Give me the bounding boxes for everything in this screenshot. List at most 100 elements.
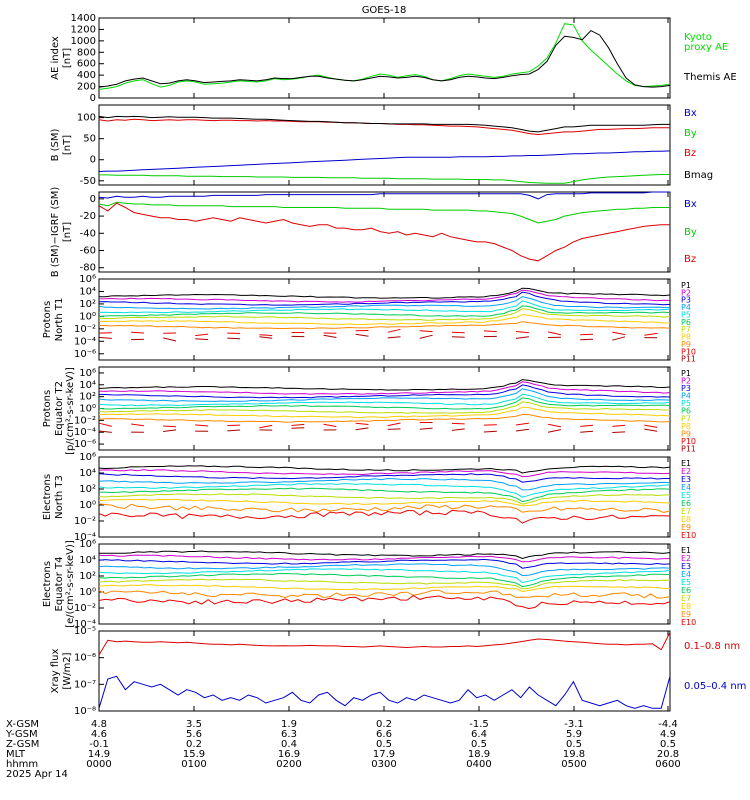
panel-bsm: -50 0 50 100 B (SM) [nT] Bx By Bz Bmag: [50, 104, 713, 187]
channel-label: P2: [681, 288, 691, 297]
channel-p11: [163, 337, 177, 342]
y-tick-label: 10²: [79, 299, 96, 310]
channel-p10: [131, 423, 144, 427]
channel-label: E4: [681, 483, 691, 492]
y-axis-label: Electrons: [42, 474, 53, 520]
channel-label: P10: [681, 437, 696, 446]
channel-p11: [355, 427, 369, 431]
x-row-value: 3.5: [186, 719, 202, 730]
channel-label: E6: [681, 499, 691, 508]
x-row-value: 4.8: [91, 719, 107, 730]
channel-label: E6: [681, 586, 691, 595]
channel-e8: [98, 584, 670, 593]
channel-p11: [612, 336, 626, 341]
series-kyoto-proxy-ae: [98, 23, 671, 90]
x-row-value: -3.1: [564, 719, 584, 730]
channel-label: P9: [681, 340, 691, 349]
channel-e10: [98, 509, 671, 524]
x-row-value: 0500: [561, 759, 586, 770]
y-tick-label: 0: [90, 155, 96, 166]
channel-p8: [98, 314, 670, 326]
channel-p9: [98, 413, 671, 423]
series-label: By: [684, 227, 697, 238]
flux-unit-label: [e/(cm²-s-sr-keV)]: [65, 540, 76, 628]
channel-p10: [515, 422, 529, 426]
channel-p10: [547, 331, 562, 336]
y-tick-label: 10⁻⁴: [74, 532, 96, 543]
x-row-value: 0.5: [566, 739, 582, 750]
y-tick-label: 1000: [71, 36, 96, 47]
channel-e1: [98, 550, 671, 560]
channel-p10: [195, 333, 209, 337]
x-row-label: Y-GSM: [5, 729, 38, 740]
channel-p11: [483, 430, 497, 433]
series-label: Bmag: [684, 170, 713, 181]
series-label: Themis AE: [683, 72, 737, 83]
y-tick-label: 10⁻²: [74, 516, 96, 527]
series-0-1-0-8-nm: [98, 632, 671, 656]
figure-title: GOES-18: [362, 5, 407, 16]
channel-p11: [451, 428, 465, 431]
channel-label: E8: [681, 515, 691, 524]
channel-label: E9: [681, 523, 691, 532]
channel-p2: [98, 381, 671, 395]
y-axis-label: Equator T2: [54, 381, 65, 436]
channel-p10: [195, 424, 209, 427]
y-tick-label: 200: [77, 82, 96, 93]
y-axis-label: [nT]: [62, 135, 73, 155]
channel-p11: [227, 429, 241, 432]
panel-bigrf: -80 -60 -40 -20 0 B (SM)−IGRF (SM) [nT] Bx By Bz: [50, 187, 697, 278]
date-label: 2025 Apr 14: [6, 769, 68, 780]
y-tick-label: 10²: [79, 392, 96, 403]
series-bx: [98, 191, 670, 200]
x-row-value: 0.5: [471, 739, 487, 750]
channel-e7: [98, 578, 671, 590]
channel-p5: [98, 393, 671, 407]
y-tick-label: 10⁰: [79, 311, 96, 322]
x-row-label: Z-GSM: [6, 739, 39, 750]
y-tick-label: 100: [77, 113, 96, 124]
y-axis-label: North T3: [54, 475, 65, 519]
y-tick-label: 0: [90, 194, 96, 205]
series-by: [98, 201, 670, 224]
channel-label: P8: [681, 333, 691, 342]
series-label: Kyoto: [684, 32, 712, 43]
series-0-05-0-4-nm: [98, 675, 671, 709]
unit-labels: [p/(cm²-s-sr-keV)] [e/(cm²-s-sr-keV)]: [65, 367, 76, 628]
y-axis-label: B (SM): [50, 128, 61, 161]
channel-label: E7: [681, 507, 691, 516]
y-tick-label: 10⁻⁶: [74, 653, 96, 664]
x-row-value: 0100: [181, 759, 206, 770]
y-tick-label: -80: [80, 263, 96, 274]
channel-label: E1: [681, 546, 691, 555]
y-tick-label: 10⁰: [79, 500, 96, 511]
x-row-value: 5.9: [566, 729, 582, 740]
channel-p10: [451, 422, 465, 425]
channel-p10: [355, 422, 369, 425]
x-row-value: 14.9: [88, 749, 110, 760]
channel-p3: [98, 384, 671, 399]
y-tick-label: -40: [80, 228, 96, 239]
channel-e3: [98, 558, 671, 569]
panel-frame: [98, 630, 671, 712]
channel-p5: [98, 300, 671, 314]
channel-label: E1: [681, 459, 691, 468]
channel-p11: [98, 430, 112, 433]
channel-p10: [580, 424, 594, 427]
channel-e10: [98, 595, 671, 610]
channel-e6: [98, 487, 671, 503]
x-row-value: -1.5: [469, 719, 489, 730]
y-tick-label: 10⁻⁶: [74, 439, 96, 450]
y-axis-label: Protons: [42, 390, 53, 427]
channel-label: E3: [681, 475, 691, 484]
series-label: Bx: [684, 108, 697, 119]
y-axis-label: AE index: [50, 36, 61, 80]
x-row-value: 0300: [371, 759, 396, 770]
y-tick-label: 10⁻⁶: [74, 349, 96, 360]
panel-frame: [98, 456, 671, 538]
y-axis-label: Electrons: [42, 561, 53, 607]
channel-p11: [580, 430, 594, 433]
